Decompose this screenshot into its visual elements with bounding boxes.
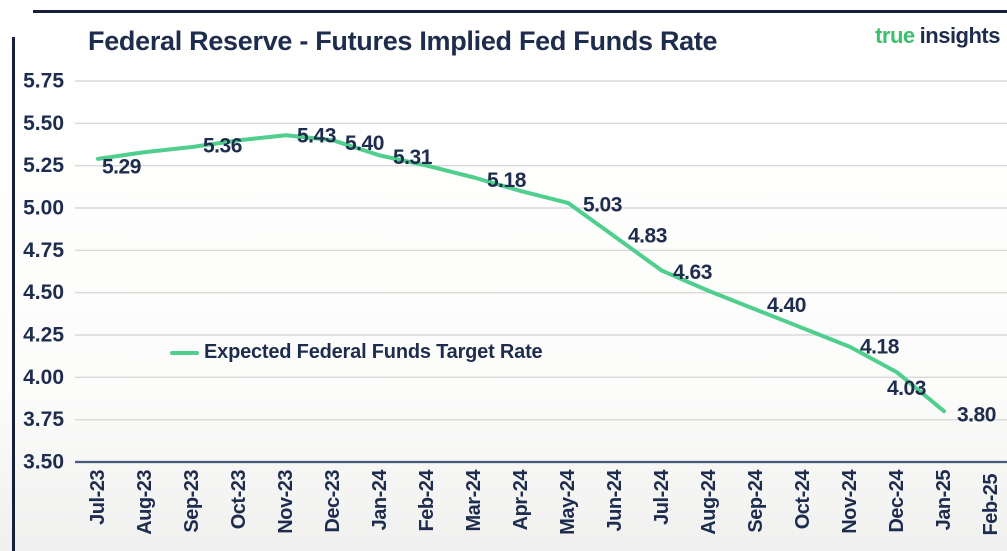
data-point-label: 5.03	[583, 193, 622, 216]
x-tick-label: Nov-24	[839, 469, 861, 534]
legend-series-label: Expected Federal Funds Target Rate	[204, 341, 543, 363]
x-tick-label: Feb-25	[980, 474, 1002, 536]
data-point-label: 5.36	[203, 135, 242, 158]
x-tick-label: Dec-24	[886, 469, 908, 533]
x-tick-label: Jul-23	[87, 470, 109, 525]
data-point-label: 4.83	[628, 224, 667, 247]
data-point-label: 3.80	[957, 404, 996, 427]
legend: Expected Federal Funds Target Rate	[170, 341, 543, 364]
y-tick-label: 5.00	[23, 197, 64, 220]
x-tick-label: Oct-24	[792, 469, 814, 530]
brand-logo-insights: insights	[919, 23, 1001, 48]
data-point-label: 5.43	[297, 125, 336, 148]
x-tick-label: Sep-24	[745, 469, 767, 533]
x-tick-label: Sep-23	[181, 470, 203, 533]
x-tick-label: Apr-24	[510, 469, 532, 531]
y-tick-label: 4.50	[23, 281, 64, 304]
x-tick-label: Jun-24	[604, 469, 626, 532]
x-tick-label: Nov-23	[275, 470, 297, 534]
series-line-expected-fed-funds-rate	[96, 133, 946, 414]
y-tick-label: 4.75	[23, 239, 64, 262]
x-tick-label: Feb-24	[416, 469, 438, 532]
x-tick-label: Aug-24	[698, 469, 720, 535]
x-tick-label: Jan-24	[369, 469, 391, 531]
data-point-label: 5.40	[345, 132, 384, 155]
brand-logo: true insights	[875, 23, 1000, 49]
data-point-label: 5.18	[487, 169, 527, 192]
brand-logo-true: true	[875, 23, 915, 48]
x-tick-label: May-24	[557, 469, 579, 535]
left-border-line	[12, 37, 15, 551]
data-point-label: 4.03	[887, 377, 926, 400]
x-tick-label: Jul-24	[651, 469, 673, 525]
top-border-line	[33, 10, 1007, 13]
data-point-label: 4.18	[860, 335, 900, 358]
y-tick-label: 3.50	[23, 451, 64, 474]
chart-title: Federal Reserve - Futures Implied Fed Fu…	[88, 26, 718, 56]
x-tick-label: Aug-23	[134, 470, 156, 535]
y-tick-label: 3.75	[23, 408, 64, 431]
y-tick-label: 5.75	[23, 70, 64, 93]
data-point-label: 4.40	[767, 294, 806, 317]
x-tick-label: Oct-23	[228, 470, 250, 530]
data-point-label: 4.63	[673, 261, 712, 284]
data-point-label: 5.31	[393, 146, 433, 169]
y-tick-label: 4.25	[23, 324, 64, 347]
data-point-label: 5.29	[102, 155, 141, 178]
legend-line-marker	[170, 350, 199, 355]
y-tick-label: 5.50	[23, 112, 64, 135]
x-tick-label: Jan-25	[933, 470, 955, 531]
x-tick-label: Dec-23	[322, 470, 344, 533]
y-tick-label: 5.25	[23, 154, 64, 177]
y-tick-label: 4.00	[23, 366, 64, 389]
x-tick-label: Mar-24	[463, 469, 485, 532]
